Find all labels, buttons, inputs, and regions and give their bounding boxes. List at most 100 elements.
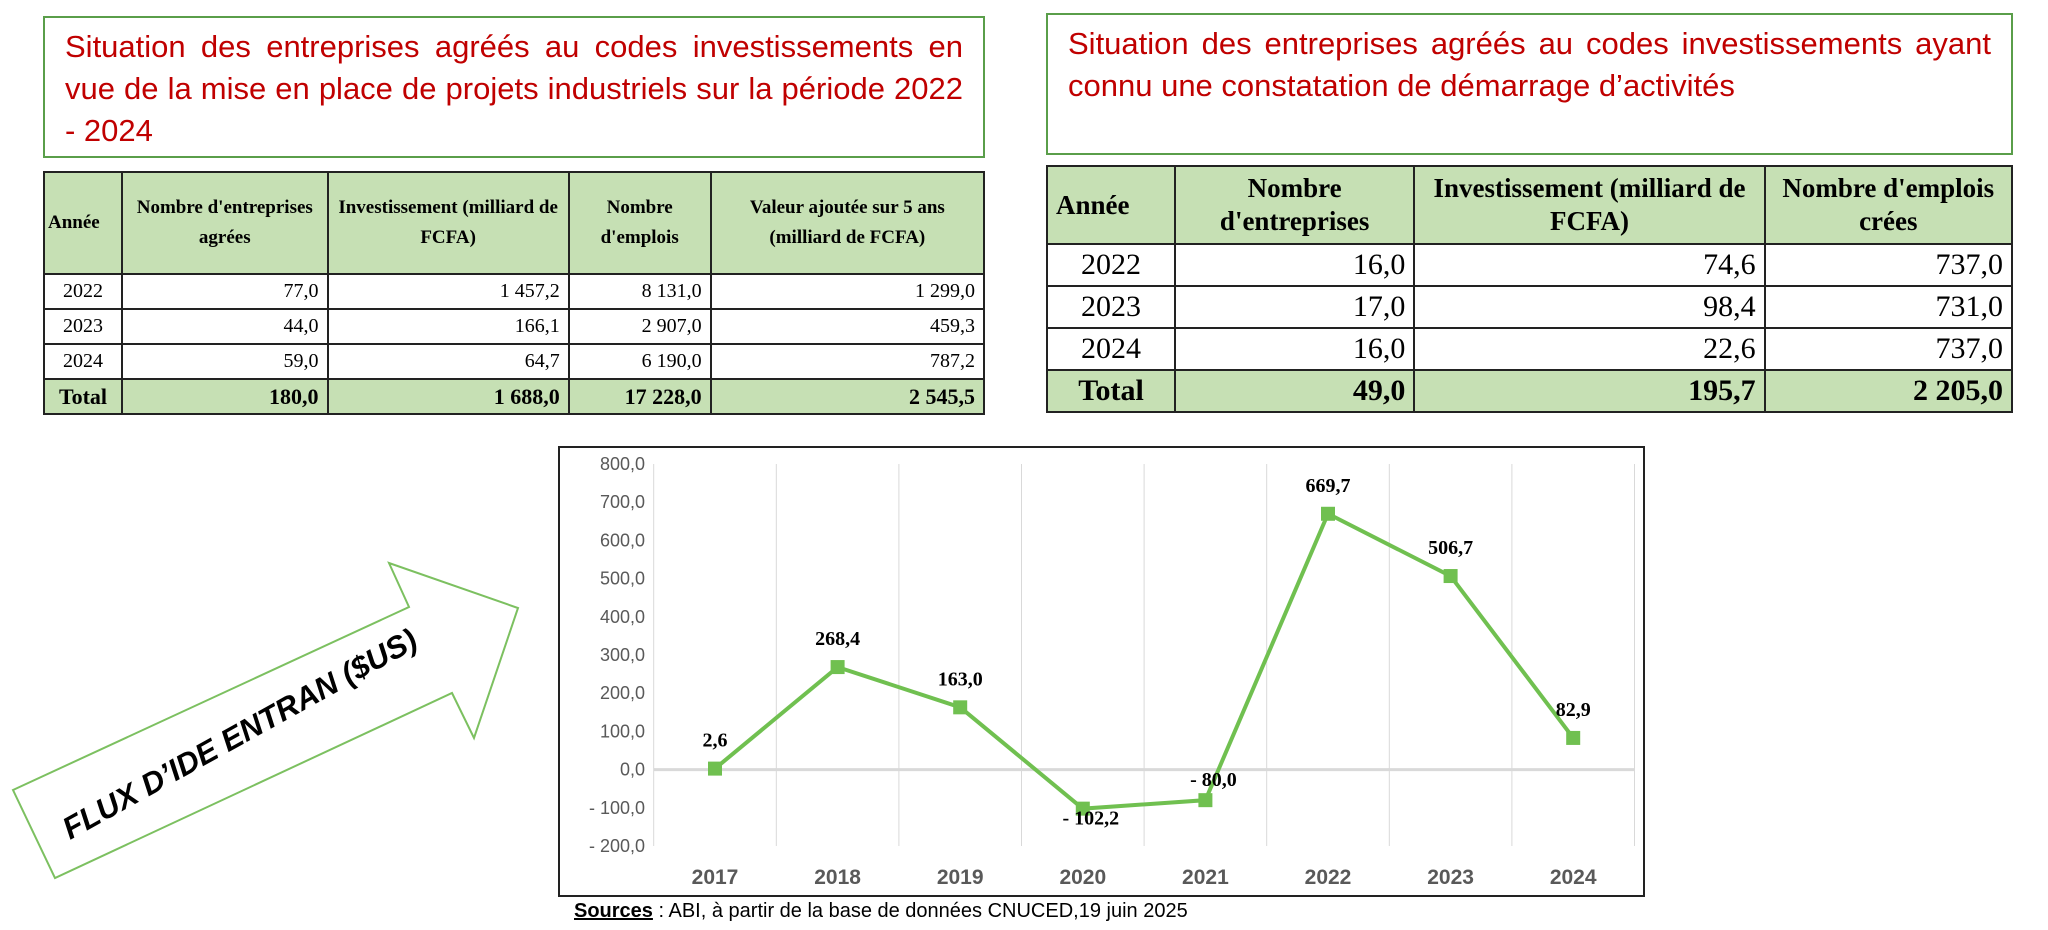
x-tick-label: 2018 [814, 866, 861, 889]
sources-text: : ABI, à partir de la base de données CN… [652, 900, 1188, 922]
data-label: 669,7 [1306, 475, 1351, 497]
data-point [708, 761, 722, 776]
header-emplois: Nombre d'emplois [567, 171, 712, 275]
cell: 16,0 [1173, 327, 1416, 371]
cell: 8 131,0 [567, 273, 712, 310]
cell: 166,1 [326, 308, 570, 345]
cell: 2 907,0 [567, 308, 712, 345]
data-point [1198, 793, 1213, 808]
cell: 180,0 [121, 378, 329, 415]
cell: 1 688,0 [326, 378, 570, 415]
data-point [1566, 730, 1581, 745]
header-valeur-ajoutee: Valeur ajoutée sur 5 ans (milliard de FC… [709, 171, 986, 275]
y-tick-label: 700,0 [600, 492, 645, 512]
cell: 44,0 [121, 308, 329, 345]
x-tick-label: 2022 [1305, 866, 1352, 889]
data-point [953, 700, 968, 715]
data-point [1075, 801, 1090, 816]
cell: 17 228,0 [567, 378, 712, 415]
cell: 74,6 [1413, 243, 1766, 287]
table-total-row: Total 180,0 1 688,0 17 228,0 2 545,5 [43, 378, 986, 415]
cell: 16,0 [1173, 243, 1416, 287]
y-tick-label: 300,0 [600, 645, 645, 665]
table-row: 2023 17,0 98,4 731,0 [1046, 285, 2014, 329]
data-label: 268,4 [815, 628, 860, 650]
y-tick-label: 400,0 [600, 607, 645, 627]
cell: 6 190,0 [567, 343, 712, 380]
y-tick-label: - 200,0 [589, 836, 645, 856]
cell: 64,7 [326, 343, 570, 380]
table-row: 2022 77,0 1 457,2 8 131,0 1 299,0 [43, 273, 986, 310]
cell: 737,0 [1763, 243, 2014, 287]
table-header-row: Année Nombre d'entreprises Investissemen… [1046, 165, 2014, 245]
data-label: - 80,0 [1190, 769, 1237, 791]
cell: 737,0 [1763, 327, 2014, 371]
data-point [830, 660, 845, 675]
arrow-label: FLUX D’IDE ENTRAN ($US) [56, 622, 422, 846]
x-tick-label: 2019 [937, 866, 984, 889]
cell: 195,7 [1413, 369, 1766, 413]
table-row: 2022 16,0 74,6 737,0 [1046, 243, 2014, 287]
sources-label: Sources [574, 900, 653, 922]
cell: 98,4 [1413, 285, 1766, 329]
cell: 59,0 [121, 343, 329, 380]
cell: 2 205,0 [1763, 369, 2014, 413]
data-label: - 102,2 [1062, 808, 1119, 830]
chart-svg: 800,0 700,0 600,0 500,0 400,0 300,0 200,0 100,0… [589, 454, 1635, 889]
x-tick-label: 2023 [1427, 866, 1474, 889]
cell: 77,0 [121, 273, 329, 310]
header-investissement: Investissement (milliard de FCFA) [1413, 165, 1766, 245]
y-tick-label: 500,0 [600, 569, 645, 589]
cell: 731,0 [1763, 285, 2014, 329]
fdi-chart: 800,0 700,0 600,0 500,0 400,0 300,0 200,0 100,0… [558, 446, 1645, 897]
x-tick-label: 2021 [1182, 866, 1229, 889]
data-label: 82,9 [1556, 699, 1591, 721]
sources-note: Sources : ABI, à partir de la base de do… [574, 900, 1188, 923]
cell: 22,6 [1413, 327, 1766, 371]
x-tick-label: 2017 [692, 866, 739, 889]
cell: 2024 [1046, 327, 1176, 371]
header-nb-entreprises: Nombre d'entreprises [1173, 165, 1416, 245]
data-label: 2,6 [703, 730, 728, 752]
y-tick-label: 800,0 [600, 454, 645, 474]
data-point [1321, 506, 1335, 521]
x-tick-label: 2024 [1550, 866, 1597, 889]
header-annee: Année [43, 171, 123, 275]
cell: 1 299,0 [709, 273, 986, 310]
arrow-shape: FLUX D’IDE ENTRAN ($US) [11, 561, 520, 880]
left-title: Situation des entreprises agréés au code… [43, 16, 985, 158]
cell: 17,0 [1173, 285, 1416, 329]
x-tick-label: 2020 [1059, 866, 1106, 889]
series-line [713, 511, 1575, 811]
data-label: 163,0 [938, 668, 983, 690]
data-label: 506,7 [1428, 537, 1473, 559]
cell: 787,2 [709, 343, 986, 380]
cell: 459,3 [709, 308, 986, 345]
y-tick-label: 100,0 [600, 721, 645, 741]
agreed-companies-table: Année Nombre d'entreprises agrées Invest… [43, 171, 986, 415]
right-title: Situation des entreprises agréés au code… [1046, 13, 2013, 155]
y-tick-label: 600,0 [600, 530, 645, 550]
cell: 2024 [43, 343, 123, 380]
cell: 2 545,5 [709, 378, 986, 415]
table-row: 2023 44,0 166,1 2 907,0 459,3 [43, 308, 986, 345]
cell: Total [1046, 369, 1176, 413]
cell: 2022 [1046, 243, 1176, 287]
cell: 1 457,2 [326, 273, 570, 310]
cell: 49,0 [1173, 369, 1416, 413]
table-row: 2024 59,0 64,7 6 190,0 787,2 [43, 343, 986, 380]
y-tick-label: 200,0 [600, 683, 645, 703]
started-companies-table: Année Nombre d'entreprises Investissemen… [1046, 165, 2014, 413]
header-investissement: Investissement (milliard de FCFA) [326, 171, 570, 275]
cell: 2022 [43, 273, 123, 310]
cell: Total [43, 378, 123, 415]
header-annee: Année [1046, 165, 1176, 245]
cell: 2023 [1046, 285, 1176, 329]
y-tick-label: 0,0 [620, 760, 645, 780]
table-row: 2024 16,0 22,6 737,0 [1046, 327, 2014, 371]
data-point [1443, 569, 1458, 584]
header-emplois: Nombre d'emplois crées [1763, 165, 2014, 245]
table-total-row: Total 49,0 195,7 2 205,0 [1046, 369, 2014, 413]
header-nb-entreprises: Nombre d'entreprises agrées [121, 171, 329, 275]
cell: 2023 [43, 308, 123, 345]
